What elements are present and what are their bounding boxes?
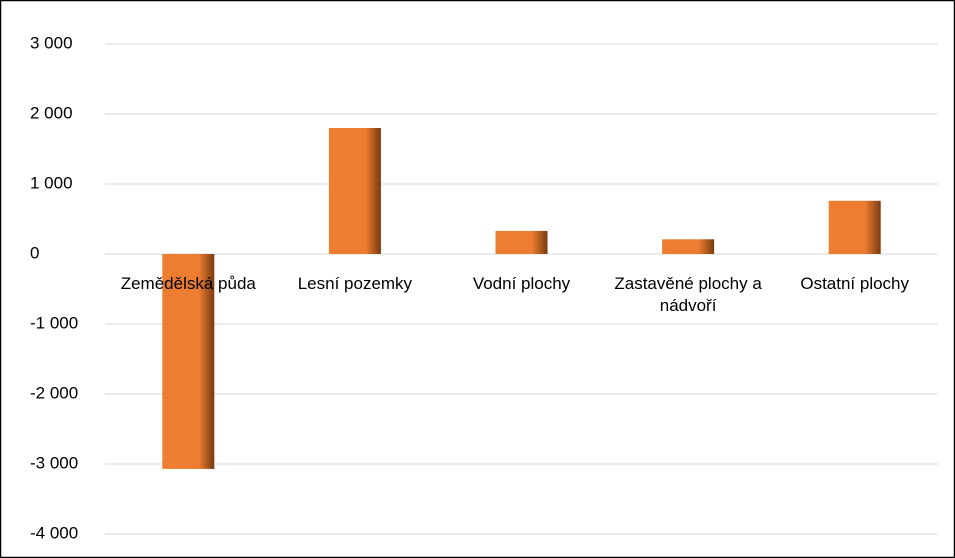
x-tick-label: Zastavěné plochy a nádvoří — [614, 274, 762, 315]
bar — [328, 128, 381, 254]
x-tick-label: Lesní pozemky — [297, 274, 413, 293]
y-tick-label: -4 000 — [30, 523, 78, 542]
y-tick-label: 2 000 — [30, 103, 73, 122]
x-tick-label: Ostatní plochy — [800, 274, 910, 293]
bar — [162, 254, 215, 469]
y-tick-label: 0 — [30, 243, 39, 262]
x-tick-label: Zemědělská půda — [120, 274, 256, 293]
y-tick-label: 3 000 — [30, 33, 73, 52]
y-tick-label: -3 000 — [30, 453, 78, 472]
y-tick-label: -2 000 — [30, 383, 78, 402]
bar — [828, 200, 881, 254]
bar — [495, 230, 548, 254]
bar — [662, 239, 715, 254]
y-tick-label: 1 000 — [30, 173, 73, 192]
y-tick-label: -1 000 — [30, 313, 78, 332]
x-tick-label: Vodní plochy — [472, 274, 571, 293]
